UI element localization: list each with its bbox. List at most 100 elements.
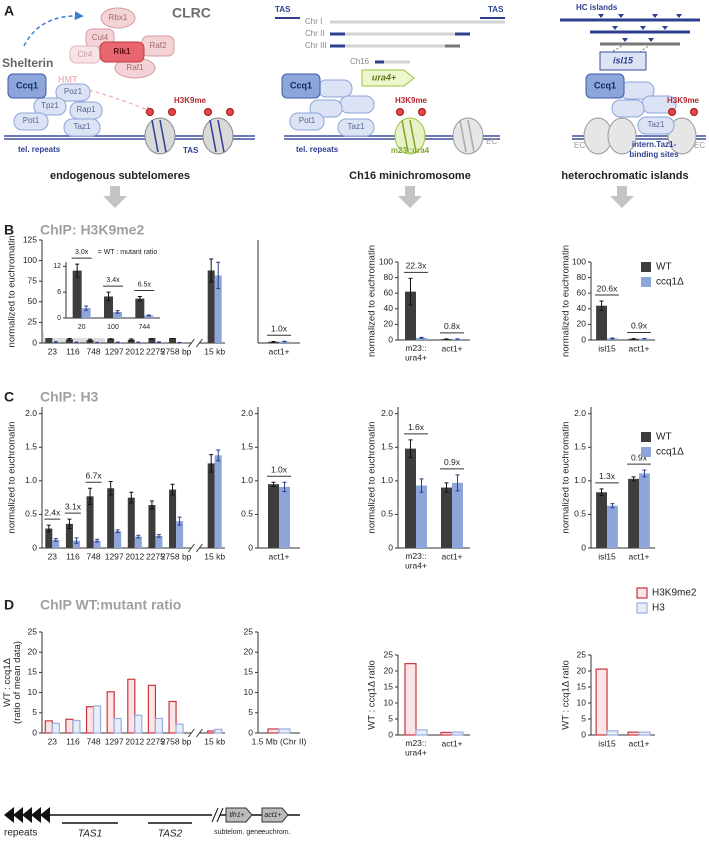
protein bbox=[13, 112, 49, 131]
y-tick-label: 1.0 bbox=[381, 475, 393, 485]
shape bbox=[668, 108, 676, 116]
x-tick-label: 15 kb bbox=[204, 346, 225, 356]
y-tick-label: 25 bbox=[577, 649, 587, 659]
x-tick-label: act1+ bbox=[628, 343, 649, 353]
bar bbox=[134, 536, 142, 548]
shape bbox=[640, 26, 646, 30]
bar bbox=[92, 705, 102, 734]
hmt-label: HMT bbox=[58, 74, 78, 84]
y-tick-label: 1.5 bbox=[574, 442, 586, 452]
bar bbox=[207, 463, 215, 548]
bar bbox=[104, 296, 113, 318]
y-tick-label: 25 bbox=[28, 317, 38, 327]
ratio-label: 6.7x bbox=[86, 470, 103, 480]
y-tick-label: 10 bbox=[28, 687, 38, 697]
y-tick-label: 25 bbox=[384, 649, 394, 659]
y-tick-label: 0 bbox=[388, 542, 393, 552]
y-tick-label: 25 bbox=[28, 626, 38, 636]
region-label: TAS bbox=[488, 5, 504, 14]
y-tick-label: 100 bbox=[572, 256, 586, 266]
methyl-marks bbox=[396, 108, 426, 116]
shape bbox=[144, 117, 176, 155]
y-tick-label: 100 bbox=[23, 255, 37, 265]
bar bbox=[405, 291, 416, 340]
shape bbox=[289, 112, 325, 131]
bar bbox=[607, 505, 618, 548]
chromosomes bbox=[275, 17, 505, 64]
ratio-label: 22.3x bbox=[406, 261, 428, 271]
x-tick-label: 2012 bbox=[125, 551, 144, 561]
shape bbox=[22, 807, 32, 823]
bar bbox=[175, 723, 184, 734]
ratio-label: 1.0x bbox=[271, 324, 288, 334]
ratio-label: 0.9x bbox=[631, 321, 648, 331]
y-tick-label: 0.5 bbox=[241, 509, 253, 519]
bar bbox=[72, 270, 82, 318]
x-tick-label: 2275 bbox=[146, 736, 165, 746]
shape bbox=[452, 117, 484, 155]
error-bar bbox=[75, 263, 80, 278]
error-bar bbox=[146, 314, 151, 317]
protein bbox=[585, 73, 625, 99]
bar bbox=[148, 505, 156, 548]
y-tick-label: 1.5 bbox=[241, 442, 253, 452]
x-tick-label: 15 kb bbox=[204, 736, 225, 746]
bar bbox=[93, 540, 101, 548]
y-tick-label: 50 bbox=[28, 296, 38, 306]
protein-label: Taz1 bbox=[348, 122, 365, 131]
ratio-label: 2.4x bbox=[44, 507, 61, 517]
protein bbox=[281, 73, 321, 99]
shape bbox=[622, 38, 628, 42]
shape bbox=[667, 117, 697, 155]
y-tick-label: 20 bbox=[384, 319, 394, 329]
region-label: tel. repeats bbox=[296, 145, 339, 154]
error-bar bbox=[216, 261, 221, 290]
bar bbox=[106, 691, 115, 734]
bar bbox=[65, 339, 73, 343]
x-tick-label: 116 bbox=[66, 346, 80, 356]
error-bar bbox=[115, 310, 120, 314]
y-tick-label: 80 bbox=[384, 272, 394, 282]
protein-label: Taz1 bbox=[74, 122, 91, 131]
nucleosomes bbox=[144, 117, 234, 155]
y-tick-label: 1.0 bbox=[574, 475, 586, 485]
error-bar bbox=[156, 341, 161, 344]
error-bar bbox=[408, 439, 413, 458]
y-tick-label: 20 bbox=[244, 646, 254, 656]
bar bbox=[51, 722, 60, 734]
ratio-label: 1.6x bbox=[408, 422, 425, 432]
y-tick-label: 0 bbox=[248, 542, 253, 552]
shape bbox=[394, 117, 426, 155]
gene-note: subtelom. gene bbox=[214, 829, 262, 836]
bar bbox=[168, 700, 177, 734]
x-tick-label: 2758 bp bbox=[161, 551, 192, 561]
bar bbox=[415, 729, 428, 736]
error-bar bbox=[271, 481, 276, 487]
protein-label: Ccq1 bbox=[594, 80, 616, 90]
x-tick-label: 100 bbox=[107, 324, 119, 331]
bar bbox=[45, 528, 53, 548]
error-bar bbox=[136, 534, 141, 539]
y-tick-label: 1.5 bbox=[25, 442, 37, 452]
protein-label: Ccq1 bbox=[16, 80, 38, 90]
error-bar bbox=[106, 291, 111, 302]
protein-label: Clr4 bbox=[78, 50, 93, 59]
region-label: HC islands bbox=[576, 3, 618, 12]
y-axis-label: normalized to euchromatin bbox=[561, 245, 572, 357]
bar bbox=[606, 730, 619, 736]
caption: Ch16 minichromosome bbox=[349, 170, 471, 182]
y-tick-label: 15 bbox=[577, 681, 587, 691]
x-tick-label: 23 bbox=[48, 346, 58, 356]
shape bbox=[13, 807, 23, 823]
error-bar bbox=[610, 337, 615, 340]
bar bbox=[72, 540, 80, 548]
x-tick-label: 2012 bbox=[125, 346, 144, 356]
bar bbox=[628, 478, 639, 548]
bar bbox=[45, 335, 53, 343]
bar bbox=[135, 298, 145, 318]
shape bbox=[637, 116, 675, 135]
shape bbox=[418, 108, 426, 116]
y-tick-label: 60 bbox=[384, 287, 394, 297]
y-tick-label: 0 bbox=[32, 542, 37, 552]
